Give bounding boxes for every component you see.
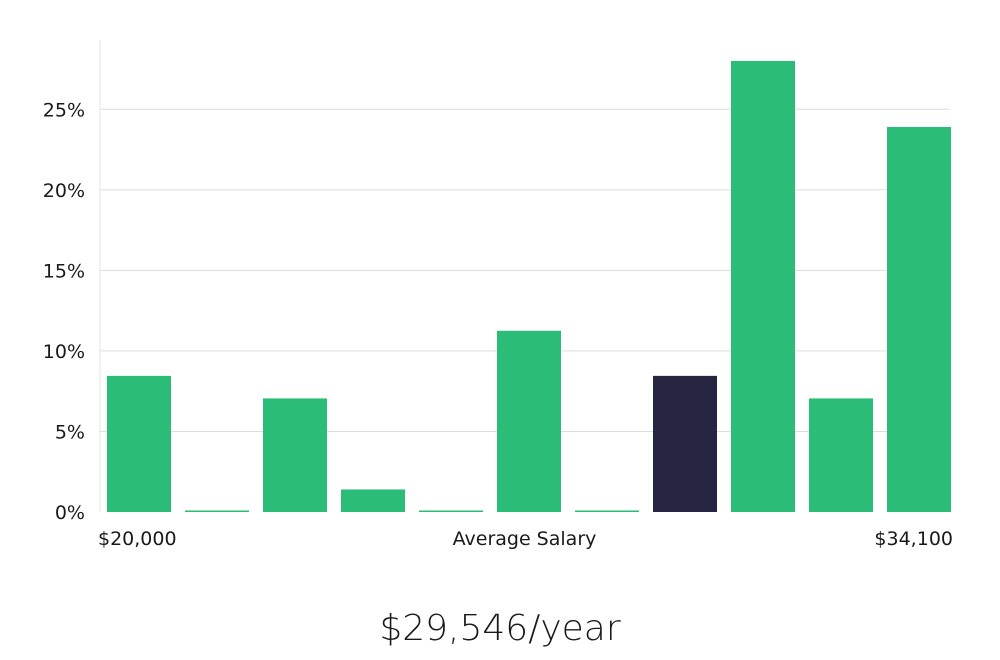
bar (185, 510, 249, 512)
x-axis-title: Average Salary (452, 528, 597, 550)
y-tick-label: 0% (55, 502, 85, 524)
average-salary-value: $29,546/year (379, 608, 621, 649)
bar (575, 510, 639, 512)
y-tick-label: 20% (43, 180, 85, 202)
x-axis-max-label: $34,100 (874, 528, 953, 550)
x-axis-min-label: $20,000 (98, 528, 177, 550)
bar (809, 398, 873, 512)
bar (731, 60, 795, 512)
bar (107, 375, 171, 512)
y-tick-label: 25% (43, 99, 85, 121)
gridlines (100, 108, 950, 432)
highlighted-bar (653, 375, 717, 512)
y-tick-label: 10% (43, 341, 85, 363)
bar (419, 510, 483, 512)
bar (341, 489, 405, 512)
y-tick-label: 5% (55, 421, 85, 443)
bar (263, 398, 327, 512)
y-tick-labels: 0% 5% 10% 15% 20% 25% (43, 99, 85, 524)
y-tick-label: 15% (43, 260, 85, 282)
bars (107, 60, 951, 513)
bar (887, 126, 951, 513)
bar (497, 330, 561, 512)
salary-histogram: 0% 5% 10% 15% 20% 25% (43, 40, 951, 524)
